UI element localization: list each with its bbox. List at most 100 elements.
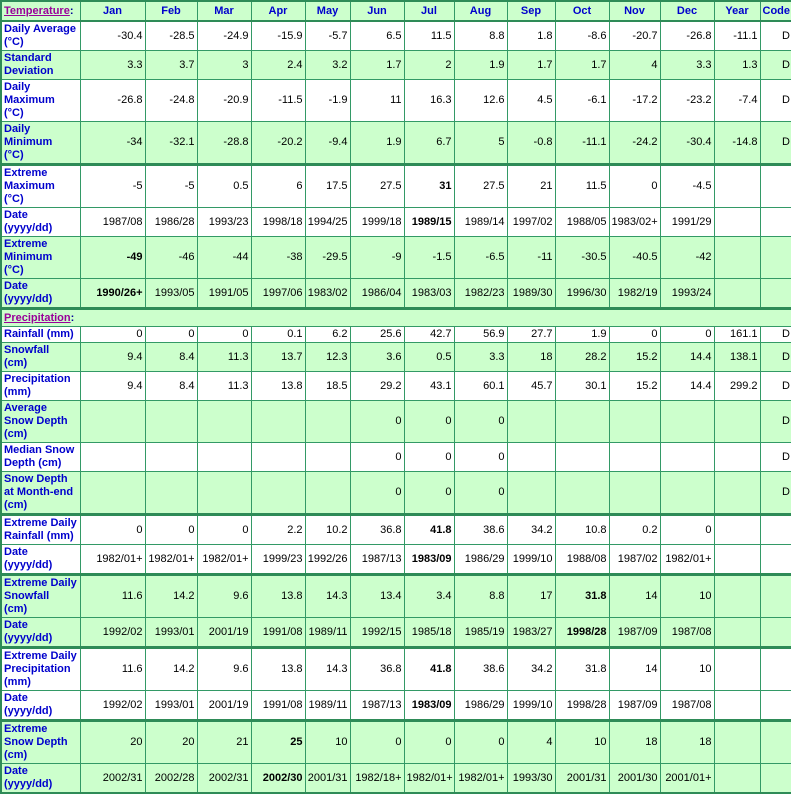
value-cell: 14.2 bbox=[144, 646, 198, 691]
row-label: Daily Minimum (°C) bbox=[0, 121, 81, 165]
value-cell: 0 bbox=[196, 513, 252, 545]
value-cell: D bbox=[759, 79, 791, 122]
value-cell: 36.8 bbox=[349, 646, 405, 691]
column-header-jan: Jan bbox=[79, 0, 146, 22]
value-cell: 0 bbox=[453, 719, 508, 764]
value-cell bbox=[713, 471, 761, 515]
value-cell bbox=[713, 617, 761, 648]
value-cell: 30.1 bbox=[554, 371, 610, 401]
value-cell: 13.8 bbox=[250, 646, 306, 691]
value-cell: 161.1 bbox=[713, 326, 761, 343]
value-cell: 10 bbox=[554, 719, 610, 764]
value-cell bbox=[759, 207, 791, 237]
value-cell bbox=[713, 573, 761, 618]
table-row: Date (yyyy/dd) 2002/31 2002/28 2002/31 2002/3… bbox=[0, 763, 791, 794]
value-cell: -34 bbox=[79, 121, 146, 165]
value-cell: 1.8 bbox=[506, 20, 556, 51]
value-cell: 38.6 bbox=[453, 513, 508, 545]
value-cell: 2001/01+ bbox=[659, 763, 715, 794]
value-cell: 9.6 bbox=[196, 573, 252, 618]
value-cell: D bbox=[759, 326, 791, 343]
value-cell: 1992/02 bbox=[79, 690, 146, 721]
value-cell: 1987/09 bbox=[608, 690, 661, 721]
precipitation-section-cell: Precipitation: bbox=[0, 307, 791, 327]
value-cell: 1991/08 bbox=[250, 617, 306, 648]
value-cell: 1988/05 bbox=[554, 207, 610, 237]
value-cell: 1988/08 bbox=[554, 544, 610, 575]
value-cell bbox=[713, 400, 761, 443]
value-cell: 1990/26+ bbox=[79, 278, 146, 309]
value-cell: 1983/27 bbox=[506, 617, 556, 648]
value-cell: 6 bbox=[250, 163, 306, 208]
value-cell: -11 bbox=[506, 236, 556, 279]
value-cell bbox=[759, 646, 791, 691]
value-cell: 60.1 bbox=[453, 371, 508, 401]
table-row: Daily Minimum (°C) -34 -32.1 -28.8 -20.2 -9.4 1.… bbox=[0, 121, 791, 165]
value-cell: 1985/19 bbox=[453, 617, 508, 648]
value-cell: 14.3 bbox=[304, 573, 351, 618]
value-cell: 1.9 bbox=[554, 326, 610, 343]
value-cell bbox=[759, 513, 791, 545]
value-cell: 2001/19 bbox=[196, 690, 252, 721]
value-cell: -0.8 bbox=[506, 121, 556, 165]
value-cell: -4.5 bbox=[659, 163, 715, 208]
value-cell: -1.9 bbox=[304, 79, 351, 122]
value-cell: 11.5 bbox=[554, 163, 610, 208]
row-label: Rainfall (mm) bbox=[0, 326, 81, 343]
value-cell bbox=[144, 471, 198, 515]
precipitation-link[interactable]: Precipitation bbox=[4, 311, 71, 324]
value-cell: 1989/14 bbox=[453, 207, 508, 237]
value-cell: -15.9 bbox=[250, 20, 306, 51]
value-cell: 1996/30 bbox=[554, 278, 610, 309]
value-cell: 3.3 bbox=[453, 342, 508, 372]
value-cell: 11 bbox=[349, 79, 405, 122]
value-cell bbox=[713, 442, 761, 472]
value-cell: -5 bbox=[144, 163, 198, 208]
value-cell: 0 bbox=[403, 471, 455, 515]
value-cell: 42.7 bbox=[403, 326, 455, 343]
table-row: Date (yyyy/dd) 1992/02 1993/01 2001/19 1991/0… bbox=[0, 690, 791, 721]
value-cell: 34.2 bbox=[506, 513, 556, 545]
value-cell: 2002/28 bbox=[144, 763, 198, 794]
column-header-jul: Jul bbox=[403, 0, 455, 22]
value-cell: 9.6 bbox=[196, 646, 252, 691]
column-header-apr: Apr bbox=[250, 0, 306, 22]
value-cell: 45.7 bbox=[506, 371, 556, 401]
value-cell: -20.2 bbox=[250, 121, 306, 165]
value-cell bbox=[713, 278, 761, 309]
value-cell: 1987/02 bbox=[608, 544, 661, 575]
value-cell: 8.8 bbox=[453, 20, 508, 51]
value-cell: D bbox=[759, 400, 791, 443]
value-cell: 14.4 bbox=[659, 342, 715, 372]
value-cell: 0 bbox=[659, 326, 715, 343]
value-cell bbox=[759, 617, 791, 648]
table-row: Extreme Minimum (°C) -49 -46 -44 -38 -29.5 -9 -1.… bbox=[0, 236, 791, 279]
value-cell: -5.7 bbox=[304, 20, 351, 51]
value-cell: 14.3 bbox=[304, 646, 351, 691]
value-cell: 0 bbox=[608, 326, 661, 343]
value-cell: 1991/05 bbox=[196, 278, 252, 309]
value-cell: 1982/01+ bbox=[403, 763, 455, 794]
value-cell bbox=[659, 471, 715, 515]
column-header-nov: Nov bbox=[608, 0, 661, 22]
value-cell: 2002/31 bbox=[79, 763, 146, 794]
value-cell: 1983/09 bbox=[403, 690, 455, 721]
value-cell: 1987/08 bbox=[659, 690, 715, 721]
value-cell: 41.8 bbox=[403, 646, 455, 691]
value-cell: 1982/01+ bbox=[196, 544, 252, 575]
value-cell: 21 bbox=[506, 163, 556, 208]
column-header-sep: Sep bbox=[506, 0, 556, 22]
value-cell: 0.5 bbox=[403, 342, 455, 372]
value-cell: 20 bbox=[79, 719, 146, 764]
value-cell: 1992/15 bbox=[349, 617, 405, 648]
value-cell: -8.6 bbox=[554, 20, 610, 51]
table-row: Precipitation (mm) 9.4 8.4 11.3 13.8 18.5 29.2 4… bbox=[0, 371, 791, 401]
value-cell: 0 bbox=[403, 442, 455, 472]
value-cell: 1982/01+ bbox=[144, 544, 198, 575]
value-cell: 1987/13 bbox=[349, 690, 405, 721]
value-cell: 1993/24 bbox=[659, 278, 715, 309]
value-cell bbox=[659, 442, 715, 472]
temperature-link[interactable]: Temperature bbox=[4, 4, 70, 17]
value-cell bbox=[608, 400, 661, 443]
value-cell: 31.8 bbox=[554, 573, 610, 618]
